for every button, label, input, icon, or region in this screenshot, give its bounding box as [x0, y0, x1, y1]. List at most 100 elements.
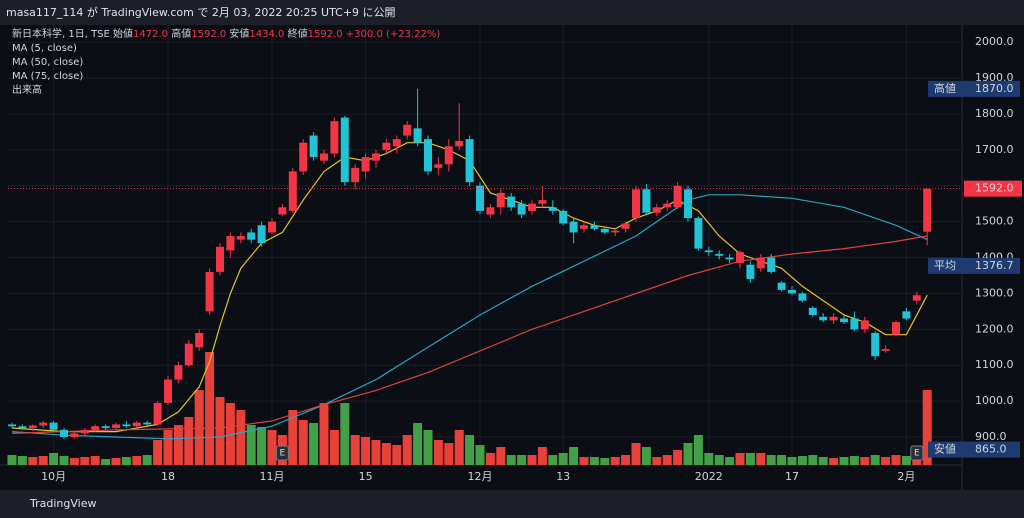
candle-body — [465, 139, 474, 183]
candle-body — [860, 320, 869, 330]
moving-average — [11, 235, 928, 434]
candle-body — [580, 225, 588, 229]
volume-bar — [704, 453, 714, 465]
volume-bar — [184, 417, 194, 465]
candle-body — [840, 318, 848, 323]
y-tick-label: 1000.0 — [975, 394, 1014, 407]
volume-bar — [298, 420, 308, 465]
legend-item[interactable]: MA (5, close) — [12, 43, 77, 54]
candle-body — [590, 225, 599, 229]
field-name: 始値 — [113, 29, 134, 40]
change: +300.0 (+23.22%) — [345, 29, 441, 40]
x-tick-label: 17 — [785, 470, 799, 483]
field-name: 高値 — [171, 29, 192, 40]
candle-body — [746, 264, 755, 280]
volume-bar — [371, 440, 381, 465]
candle-body — [715, 253, 724, 256]
candle-body — [829, 316, 838, 321]
volume-bar — [173, 425, 183, 465]
volume-bar — [600, 458, 610, 465]
volume-bar — [59, 456, 69, 465]
volume-bar — [745, 453, 755, 465]
candle-body — [767, 257, 776, 272]
volume-bar — [766, 455, 776, 465]
candle-body — [892, 322, 900, 335]
publisher-bar: masa117_114 が TradingView.com で 2月 03, 2… — [0, 0, 1024, 25]
volume-bar — [28, 457, 38, 465]
volume-bar — [725, 457, 735, 465]
candle-body — [340, 117, 349, 183]
candle-body — [507, 196, 516, 208]
volume-bar — [90, 456, 100, 465]
moving-average — [11, 142, 928, 433]
volume-bar — [465, 435, 475, 465]
candle-body — [91, 426, 100, 430]
y-tick-label: 1700.0 — [975, 143, 1014, 156]
candle-body — [132, 422, 141, 427]
price-tag — [928, 257, 1020, 274]
symbol: 新日本科学, 1日, TSE — [12, 29, 110, 40]
volume-bar — [49, 453, 59, 465]
ohlc-field: 安値1434.0 — [229, 29, 284, 40]
legend-item[interactable]: 出来高 — [12, 85, 42, 96]
event-marker — [910, 445, 924, 461]
candle-body — [808, 307, 817, 315]
volume-bar — [756, 453, 766, 465]
candle-body — [902, 311, 911, 319]
publisher: masa117_114 が TradingView.com で 2月 03, 2… — [6, 6, 396, 19]
candle-body — [216, 246, 224, 272]
volume-bar — [433, 440, 443, 465]
volume-bar — [444, 443, 454, 465]
candle-body — [28, 425, 37, 429]
candle-body — [684, 189, 692, 219]
volume-bar — [569, 447, 579, 465]
volume-bar — [309, 423, 319, 465]
volume-bar — [517, 455, 527, 465]
volume-bar — [402, 435, 412, 465]
candle-body — [673, 185, 682, 208]
volume-bar — [621, 455, 631, 465]
volume-bar — [506, 455, 516, 465]
legend-item[interactable]: MA (75, close) — [12, 71, 84, 82]
volume-bar — [215, 397, 225, 465]
legend-item[interactable]: MA (50, close) — [12, 57, 84, 68]
candle-body — [923, 188, 932, 232]
volume-bar — [121, 457, 131, 465]
event-label: E — [280, 449, 286, 459]
volume-bar — [225, 403, 235, 465]
candle-body — [330, 121, 339, 154]
candle-body — [704, 250, 713, 253]
x-tick-label: 2月 — [897, 470, 915, 483]
price-tag-value: 1376.7 — [975, 259, 1014, 272]
candle-body — [756, 257, 765, 269]
y-tick-label: 1500.0 — [975, 215, 1014, 228]
volume-bar — [787, 457, 797, 465]
volume-bar — [350, 435, 360, 465]
candle-body — [434, 164, 443, 168]
volume-bar — [673, 450, 683, 465]
volume-bar — [829, 458, 839, 465]
x-tick-label: 18 — [161, 470, 175, 483]
volume-bar — [413, 423, 423, 465]
x-tick-label: 12月 — [468, 470, 493, 483]
candle-body — [247, 232, 256, 240]
volume-bar — [818, 457, 828, 465]
y-tick-label: 2000.0 — [975, 35, 1014, 48]
candle-body — [600, 228, 609, 233]
candle-body — [122, 424, 131, 427]
candle-body — [236, 236, 245, 240]
price-tag-value: 865.0 — [975, 443, 1007, 456]
candle-body — [372, 153, 380, 161]
candle-body — [268, 221, 276, 233]
x-tick-label: 13 — [556, 470, 570, 483]
volume-bar — [901, 456, 911, 465]
candle-body — [850, 318, 859, 330]
volume-bar — [527, 455, 537, 465]
candle-body — [496, 192, 505, 208]
volume-bar — [340, 403, 350, 465]
field-value: 1592.0 — [191, 29, 227, 40]
x-tick-label: 11月 — [260, 470, 285, 483]
candle-body — [642, 189, 651, 213]
candle-body — [788, 289, 796, 294]
candle-body — [548, 207, 557, 211]
